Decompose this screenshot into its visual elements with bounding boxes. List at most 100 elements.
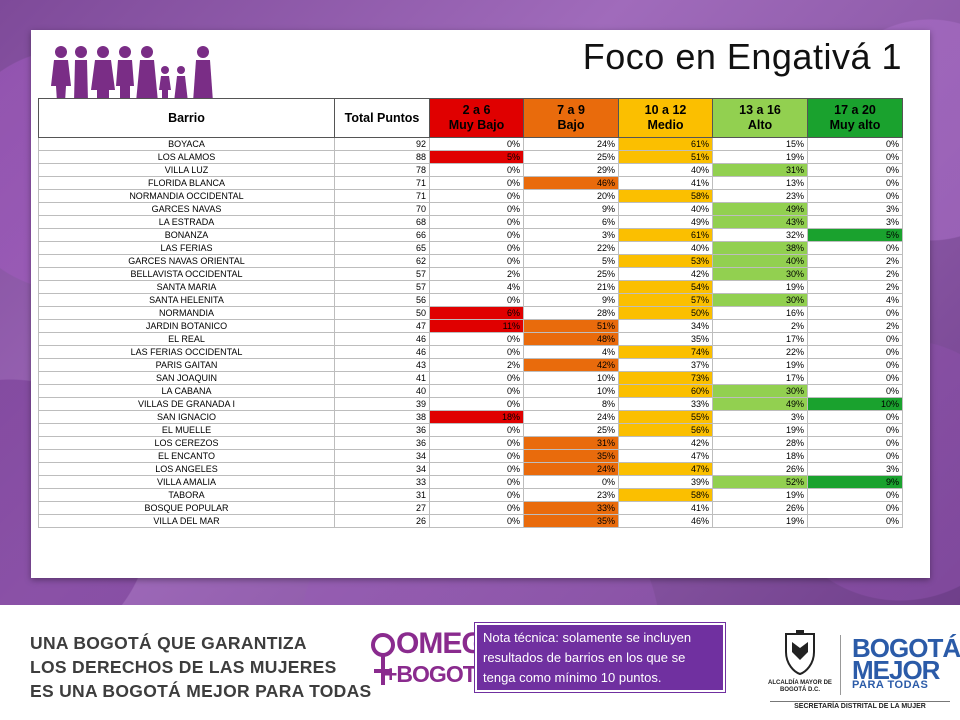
total-cell: 92 <box>334 137 430 151</box>
percent-cell: 0% <box>807 436 903 450</box>
slogan-line: ES UNA BOGOTÁ MEJOR PARA TODAS <box>30 681 372 701</box>
total-cell: 27 <box>334 501 430 515</box>
table-body: BOYACA 92 0% 24% 61% 15% 0% LOS ALAMOS 88 5% 25% 51… <box>38 137 903 528</box>
percent-cell: 3% <box>807 202 903 216</box>
total-cell: 26 <box>334 514 430 528</box>
barrio-cell: VILLAS DE GRANADA I <box>38 397 335 411</box>
column-header-sublabel: Alto <box>747 118 773 132</box>
table-row: BONANZA 66 0% 3% 61% 32% 5% <box>38 228 903 242</box>
percent-cell: 2% <box>429 267 524 281</box>
coat-of-arms-icon <box>785 630 815 676</box>
column-header: 2 a 6 Muy Bajo <box>429 98 524 138</box>
percent-cell: 61% <box>618 137 713 151</box>
percent-cell: 11% <box>429 319 524 333</box>
percent-cell: 0% <box>429 176 524 190</box>
percent-cell: 6% <box>429 306 524 320</box>
percent-cell: 0% <box>429 462 524 476</box>
percent-cell: 16% <box>712 306 808 320</box>
barrio-cell: VILLA LUZ <box>38 163 335 177</box>
percent-cell: 61% <box>618 228 713 242</box>
percent-cell: 22% <box>523 241 619 255</box>
percent-cell: 17% <box>712 371 808 385</box>
percent-cell: 28% <box>712 436 808 450</box>
barrio-cell: SAN IGNACIO <box>38 410 335 424</box>
column-header-label: 2 a 6 <box>462 103 491 117</box>
percent-cell: 41% <box>618 176 713 190</box>
percent-cell: 52% <box>712 475 808 489</box>
column-header-label: Total Puntos <box>344 110 420 125</box>
percent-cell: 0% <box>429 384 524 398</box>
barrio-cell: TABORA <box>38 488 335 502</box>
table-row: JARDIN BOTANICO 47 11% 51% 34% 2% 2% <box>38 319 903 333</box>
percent-cell: 0% <box>429 137 524 151</box>
percent-cell: 2% <box>807 319 903 333</box>
percent-cell: 33% <box>523 501 619 515</box>
alcaldia-text: ALCALDÍA MAYOR DE BOGOTÁ D.C. <box>768 680 832 693</box>
percent-cell: 18% <box>429 410 524 424</box>
total-cell: 68 <box>334 215 430 229</box>
percent-cell: 19% <box>712 150 808 164</box>
percent-cell: 42% <box>523 358 619 372</box>
percent-cell: 35% <box>523 449 619 463</box>
barrio-cell: LA CABANA <box>38 384 335 398</box>
total-cell: 39 <box>334 397 430 411</box>
barrio-cell: SANTA HELENITA <box>38 293 335 307</box>
percent-cell: 10% <box>523 384 619 398</box>
percent-cell: 35% <box>618 332 713 346</box>
table-row: PARIS GAITAN 43 2% 42% 37% 19% 0% <box>38 358 903 372</box>
omeg-bottom-text: +BOGOTÁ <box>384 661 492 687</box>
total-cell: 34 <box>334 462 430 476</box>
percent-cell: 3% <box>523 228 619 242</box>
percent-cell: 74% <box>618 345 713 359</box>
percent-cell: 55% <box>618 410 713 424</box>
percent-cell: 0% <box>807 137 903 151</box>
column-header: 13 a 16 Alto <box>712 98 808 138</box>
percent-cell: 73% <box>618 371 713 385</box>
percent-cell: 2% <box>429 358 524 372</box>
percent-cell: 2% <box>807 267 903 281</box>
percent-cell: 3% <box>712 410 808 424</box>
percent-cell: 0% <box>429 488 524 502</box>
percent-cell: 4% <box>807 293 903 307</box>
percent-cell: 42% <box>618 267 713 281</box>
percent-cell: 58% <box>618 189 713 203</box>
percent-cell: 4% <box>523 345 619 359</box>
barrio-cell: FLORIDA BLANCA <box>38 176 335 190</box>
percent-cell: 20% <box>523 189 619 203</box>
percent-cell: 38% <box>712 241 808 255</box>
column-header-label: 13 a 16 <box>739 103 781 117</box>
column-header-sublabel: Muy alto <box>829 118 881 132</box>
percent-cell: 24% <box>523 137 619 151</box>
header-row: Barrio Total Puntos 2 a 6 Muy Bajo 7 a 9 Bajo… <box>38 98 903 138</box>
percent-cell: 46% <box>618 514 713 528</box>
percent-cell: 25% <box>523 423 619 437</box>
total-cell: 70 <box>334 202 430 216</box>
table-row: EL REAL 46 0% 48% 35% 17% 0% <box>38 332 903 346</box>
barrio-cell: NORMANDIA OCCIDENTAL <box>38 189 335 203</box>
barrio-cell: GARCES NAVAS <box>38 202 335 216</box>
percent-cell: 0% <box>807 358 903 372</box>
percent-cell: 40% <box>618 163 713 177</box>
divider <box>840 635 841 695</box>
total-cell: 46 <box>334 332 430 346</box>
percent-cell: 0% <box>429 397 524 411</box>
percent-cell: 37% <box>618 358 713 372</box>
table-row: LOS ALAMOS 88 5% 25% 51% 19% 0% <box>38 150 903 164</box>
percent-cell: 2% <box>807 254 903 268</box>
slogan-line: UNA BOGOTÁ QUE GARANTIZA <box>30 633 307 653</box>
percent-cell: 3% <box>807 215 903 229</box>
column-header: Total Puntos <box>334 98 430 138</box>
barrio-cell: SAN JOAQUIN <box>38 371 335 385</box>
percent-cell: 29% <box>523 163 619 177</box>
percent-cell: 0% <box>429 293 524 307</box>
table-row: BELLAVISTA OCCIDENTAL 57 2% 25% 42% 30% 2% <box>38 267 903 281</box>
percent-cell: 0% <box>807 241 903 255</box>
barrio-cell: LOS CEREZOS <box>38 436 335 450</box>
table-row: VILLA DEL MAR 26 0% 35% 46% 19% 0% <box>38 514 903 528</box>
column-header-sublabel: Medio <box>647 118 684 132</box>
table-row: LA CABANA 40 0% 10% 60% 30% 0% <box>38 384 903 398</box>
table-row: NORMANDIA 50 6% 28% 50% 16% 0% <box>38 306 903 320</box>
percent-cell: 40% <box>618 202 713 216</box>
percent-cell: 56% <box>618 423 713 437</box>
table-row: VILLA LUZ 78 0% 29% 40% 31% 0% <box>38 163 903 177</box>
